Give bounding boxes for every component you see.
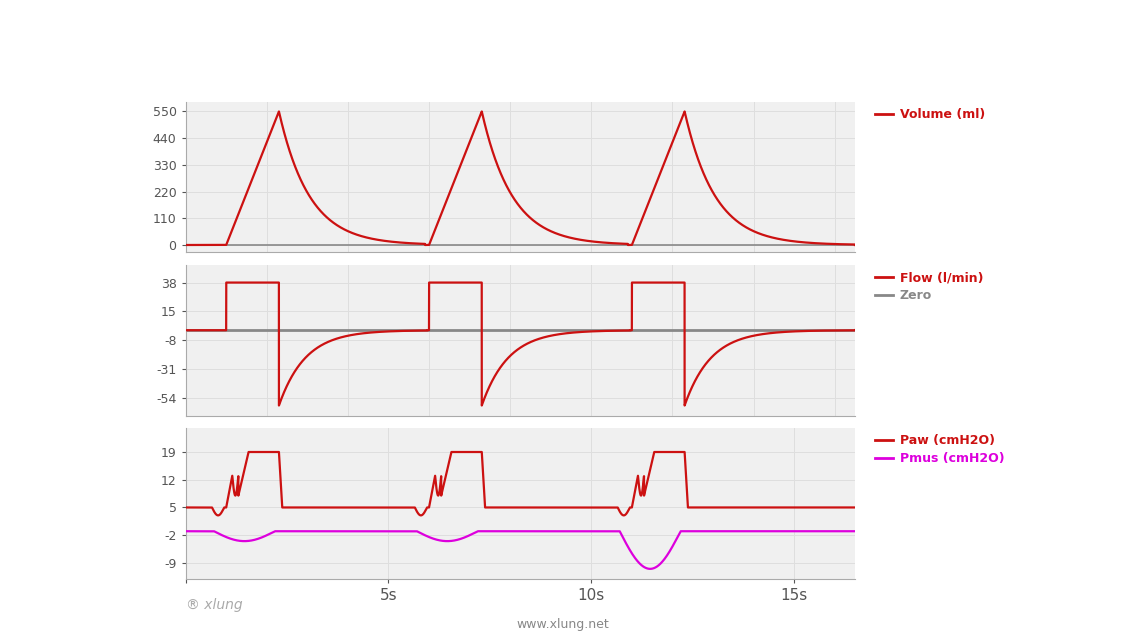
Text: Volume Controlled Ventilation, VCV mode, assisted cycles: Volume Controlled Ventilation, VCV mode,… <box>25 40 904 69</box>
Text: ® xlung: ® xlung <box>186 598 242 612</box>
Legend: Paw (cmH2O), Pmus (cmH2O): Paw (cmH2O), Pmus (cmH2O) <box>874 434 1005 466</box>
Text: www.xlung.net: www.xlung.net <box>516 618 609 631</box>
Legend: Volume (ml): Volume (ml) <box>874 108 984 121</box>
Legend: Flow (l/min), Zero: Flow (l/min), Zero <box>874 271 983 302</box>
